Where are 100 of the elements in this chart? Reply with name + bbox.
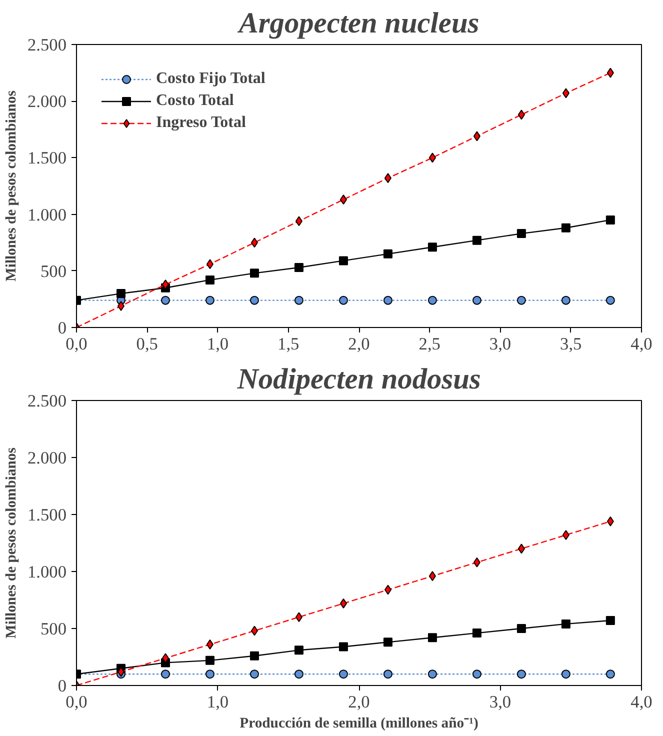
x-tick-label: 1,0 bbox=[206, 692, 229, 712]
y-axis-title: Millones de pesos colombianos bbox=[4, 447, 20, 638]
point bbox=[561, 670, 570, 679]
point bbox=[472, 296, 482, 305]
point bbox=[518, 110, 525, 120]
point bbox=[472, 628, 482, 638]
y-axis-title: Millones de pesos colombianos bbox=[4, 90, 20, 282]
point bbox=[205, 670, 214, 679]
x-tick-label: 3,0 bbox=[489, 334, 512, 354]
point bbox=[294, 296, 304, 305]
x-tick-label: 0,0 bbox=[66, 334, 88, 354]
point bbox=[606, 68, 614, 78]
point bbox=[428, 152, 436, 163]
point bbox=[117, 300, 124, 311]
point bbox=[606, 215, 615, 224]
point bbox=[516, 670, 526, 679]
point bbox=[383, 670, 392, 679]
point bbox=[384, 173, 392, 184]
x-tick-label: 4,0 bbox=[630, 692, 652, 712]
y-tick-label: 2.500 bbox=[28, 392, 67, 410]
legend-label: Costo Total bbox=[156, 92, 234, 110]
point bbox=[516, 229, 526, 238]
point bbox=[606, 670, 615, 679]
point bbox=[116, 289, 126, 298]
y-tick-label: 1.000 bbox=[28, 562, 67, 582]
point bbox=[473, 131, 480, 142]
y-tick-label: 1.500 bbox=[28, 506, 67, 524]
point bbox=[383, 249, 392, 258]
y-tick-label: 2.000 bbox=[28, 92, 67, 112]
point bbox=[562, 530, 570, 540]
x-tick-label: 3,5 bbox=[560, 334, 582, 354]
y-tick-label: 0 bbox=[58, 318, 67, 338]
point bbox=[472, 670, 482, 679]
point bbox=[338, 670, 348, 679]
point bbox=[294, 263, 304, 272]
point bbox=[516, 296, 526, 305]
point bbox=[206, 639, 214, 650]
x-tick-label: 2,0 bbox=[348, 692, 370, 712]
x-tick-label: 0,0 bbox=[66, 692, 88, 712]
y-tick-label: 1.500 bbox=[28, 148, 67, 168]
point bbox=[250, 238, 258, 248]
point bbox=[428, 571, 436, 582]
point bbox=[206, 259, 214, 270]
point bbox=[472, 236, 482, 245]
point bbox=[295, 612, 302, 622]
point bbox=[606, 616, 615, 626]
y-tick-label: 1.000 bbox=[28, 205, 67, 224]
x-tick-label: 1,5 bbox=[278, 334, 300, 354]
point bbox=[117, 666, 124, 677]
point bbox=[518, 544, 525, 554]
point bbox=[383, 638, 392, 647]
point bbox=[205, 296, 214, 305]
point bbox=[294, 670, 304, 679]
point bbox=[340, 598, 347, 608]
x-tick-label: 0,5 bbox=[136, 334, 158, 354]
y-tick-label: 0 bbox=[58, 676, 67, 696]
point bbox=[561, 619, 570, 628]
point bbox=[250, 296, 259, 305]
legend-label: Costo Fijo Total bbox=[156, 70, 266, 88]
point bbox=[606, 516, 614, 526]
point bbox=[428, 242, 437, 252]
point bbox=[294, 646, 304, 655]
point bbox=[162, 653, 169, 664]
point bbox=[606, 296, 615, 305]
y-tick-label: 500 bbox=[40, 620, 67, 638]
x-tick-label: 1,0 bbox=[206, 334, 229, 354]
point bbox=[205, 656, 214, 665]
point bbox=[338, 296, 348, 305]
point bbox=[561, 223, 570, 232]
y-tick-label: 2.000 bbox=[28, 448, 67, 468]
point bbox=[250, 651, 259, 660]
point bbox=[340, 194, 347, 205]
x-tick-label: 3,0 bbox=[489, 692, 512, 712]
point bbox=[428, 296, 437, 305]
chart-title: Nodipecten nodosus bbox=[236, 364, 481, 396]
x-tick-label: 4,0 bbox=[630, 334, 652, 354]
point bbox=[561, 296, 570, 305]
x-axis-title: Producción de semilla (millones año⁻¹) bbox=[240, 716, 478, 732]
point bbox=[338, 642, 348, 652]
point bbox=[205, 275, 214, 284]
point bbox=[338, 256, 348, 266]
point bbox=[160, 296, 170, 305]
point bbox=[473, 557, 480, 568]
legend-label: Ingreso Total bbox=[156, 114, 246, 132]
point bbox=[516, 624, 526, 633]
chart-title: Argopecten nucleus bbox=[236, 8, 480, 40]
y-tick-label: 500 bbox=[40, 262, 67, 281]
x-tick-label: 2,0 bbox=[348, 334, 370, 354]
point bbox=[562, 88, 570, 98]
point bbox=[250, 670, 259, 679]
point bbox=[428, 633, 437, 642]
point bbox=[250, 268, 259, 278]
point bbox=[160, 670, 170, 679]
point bbox=[295, 216, 302, 226]
point bbox=[384, 584, 392, 595]
y-tick-label: 2.500 bbox=[28, 36, 67, 54]
point bbox=[383, 296, 392, 305]
point bbox=[250, 626, 258, 636]
point bbox=[428, 670, 437, 679]
point bbox=[162, 279, 169, 290]
